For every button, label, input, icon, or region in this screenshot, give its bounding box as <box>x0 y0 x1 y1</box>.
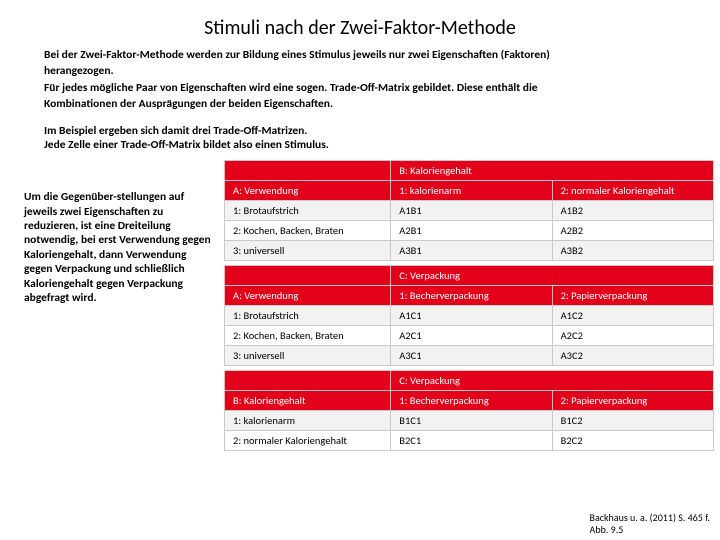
citation-l2: Abb. 9.5 <box>590 524 710 536</box>
m1-r3c0: 3: universell <box>225 241 391 261</box>
content-row: Um die Gegenüber-stellungen auf jeweils … <box>0 160 720 455</box>
intro-p1a: Bei der Zwei-Faktor-Methode werden zur B… <box>44 48 550 62</box>
m3-h1: 1: Becherverpackung <box>391 391 552 411</box>
sidebar-text: Um die Gegenüber-stellungen auf jeweils … <box>24 160 214 455</box>
matrix-3: C: Verpackung B: Kaloriengehalt 1: Beche… <box>224 370 714 451</box>
m2-r2c1: A2C1 <box>391 326 552 346</box>
m1-r1c2: A1B2 <box>552 201 713 221</box>
m2-h2: 2: Papierverpackung <box>552 286 713 306</box>
matrix-2: C: Verpackung A: Verwendung 1: Becherver… <box>224 265 714 366</box>
m2-r3c2: A3C2 <box>552 346 713 366</box>
m3-r2c1: B2C1 <box>391 431 552 451</box>
mid-text: Im Beispiel ergeben sich damit drei Trad… <box>0 124 720 161</box>
mid-l1: Im Beispiel ergeben sich damit drei Trad… <box>44 124 307 138</box>
m1-r1c1: A1B1 <box>391 201 552 221</box>
m2-r3c0: 3: universell <box>225 346 391 366</box>
m3-h2: 2: Papierverpackung <box>552 391 713 411</box>
matrix-1: B: Kaloriengehalt A: Verwendung 1: kalor… <box>224 160 714 261</box>
page-title: Stimuli nach der Zwei-Faktor-Methode <box>0 0 720 48</box>
m1-r2c0: 2: Kochen, Backen, Braten <box>225 221 391 241</box>
m3-corner <box>225 371 391 391</box>
m1-h2: 2: normaler Kaloriengehalt <box>552 181 713 201</box>
m1-r1c0: 1: Brotaufstrich <box>225 201 391 221</box>
m1-r2c1: A2B1 <box>391 221 552 241</box>
intro-p2b: Kombinationen der Ausprägungen der beide… <box>44 97 333 111</box>
m1-corner <box>225 161 391 181</box>
m2-r2c0: 2: Kochen, Backen, Braten <box>225 326 391 346</box>
intro-p1b: herangezogen. <box>44 64 114 78</box>
m2-r1c1: A1C1 <box>391 306 552 326</box>
m1-r3c2: A3B2 <box>552 241 713 261</box>
m3-r1c0: 1: kalorienarm <box>225 411 391 431</box>
sidebar-body: Um die Gegenüber-stellungen auf jeweils … <box>24 190 211 305</box>
m2-r2c2: A2C2 <box>552 326 713 346</box>
m3-r1c1: B1C1 <box>391 411 552 431</box>
m1-h1: 1: kalorienarm <box>391 181 552 201</box>
m3-r1c2: B1C2 <box>552 411 713 431</box>
m2-topright: C: Verpackung <box>391 266 714 286</box>
m3-r2c0: 2: normaler Kaloriengehalt <box>225 431 391 451</box>
m1-r2c2: A2B2 <box>552 221 713 241</box>
m1-r3c1: A3B1 <box>391 241 552 261</box>
m2-h0: A: Verwendung <box>225 286 391 306</box>
intro-p2a: Für jedes mögliche Paar von Eigenschafte… <box>44 81 538 95</box>
m3-topright: C: Verpackung <box>391 371 714 391</box>
m2-r1c2: A1C2 <box>552 306 713 326</box>
mid-l2: Jede Zelle einer Trade-Off-Matrix bildet… <box>44 138 329 152</box>
m2-r3c1: A3C1 <box>391 346 552 366</box>
m2-h1: 1: Becherverpackung <box>391 286 552 306</box>
m1-h0: A: Verwendung <box>225 181 391 201</box>
m3-h0: B: Kaloriengehalt <box>225 391 391 411</box>
m1-topright: B: Kaloriengehalt <box>391 161 714 181</box>
m2-r1c0: 1: Brotaufstrich <box>225 306 391 326</box>
tables-container: B: Kaloriengehalt A: Verwendung 1: kalor… <box>224 160 714 455</box>
citation: Backhaus u. a. (2011) S. 465 f. Abb. 9.5 <box>590 512 710 536</box>
m2-corner <box>225 266 391 286</box>
intro-text: Bei der Zwei-Faktor-Methode werden zur B… <box>0 48 720 124</box>
m3-r2c2: B2C2 <box>552 431 713 451</box>
